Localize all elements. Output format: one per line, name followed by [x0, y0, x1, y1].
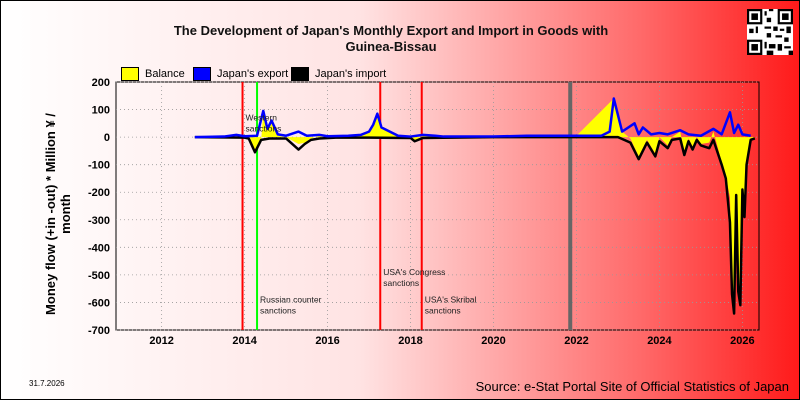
x-tick-label: 2026	[730, 335, 754, 347]
event-label: USA's Congress	[383, 267, 445, 277]
y-tick-label: -400	[88, 242, 110, 254]
x-tick-label: 2018	[398, 335, 422, 347]
series-line-import	[194, 135, 756, 315]
x-tick-label: 2012	[149, 335, 173, 347]
x-tick-label: 2022	[564, 335, 588, 347]
event-label: sanctions	[260, 305, 296, 315]
event-label: sanctions	[425, 305, 461, 315]
x-tick-label: 2014	[232, 335, 257, 347]
chart-title-line2: Guinea-Bissau	[345, 39, 437, 54]
y-tick-label: 200	[92, 77, 110, 89]
date-stamp: 31.7.2026	[29, 379, 65, 388]
event-label: sanctions	[383, 278, 419, 288]
legend-swatch-export	[193, 67, 211, 81]
y-tick-label: -200	[88, 187, 110, 199]
event-label: Russian counter	[260, 294, 322, 304]
legend-item-balance: Balance	[121, 66, 185, 82]
y-tick-label: -300	[88, 215, 110, 227]
event-label: Western	[246, 113, 278, 123]
legend-label-balance: Balance	[145, 68, 185, 80]
event-label: sanctions	[246, 124, 282, 134]
legend-item-export: Japan's export	[193, 66, 288, 82]
y-tick-label: 100	[92, 105, 110, 117]
x-tick-label: 2024	[647, 335, 672, 347]
plot-area	[115, 81, 760, 331]
legend-label-export: Japan's export	[217, 68, 289, 80]
x-tick-label: 2016	[315, 335, 339, 347]
legend-item-import: Japan's import	[291, 66, 386, 82]
legend-label-import: Japan's import	[315, 68, 387, 80]
qr-code-icon	[747, 9, 793, 55]
series-line-export	[194, 97, 751, 139]
legend-swatch-balance	[121, 67, 139, 81]
chart-title-line1: The Development of Japan's Monthly Expor…	[173, 23, 609, 38]
event-label: USA's Skribal	[425, 294, 477, 304]
legend-swatch-import	[291, 67, 309, 81]
x-tick-label: 2020	[481, 335, 505, 347]
y-tick-label: 0	[104, 132, 110, 144]
y-tick-label: -700	[88, 325, 110, 337]
y-tick-label: -500	[88, 270, 110, 282]
y-tick-label: -100	[88, 160, 110, 172]
chart-title: The Development of Japan's Monthly Expor…	[151, 23, 631, 55]
y-tick-label: -600	[88, 297, 110, 309]
source-note: Source: e-Stat Portal Site of Official S…	[475, 379, 789, 394]
